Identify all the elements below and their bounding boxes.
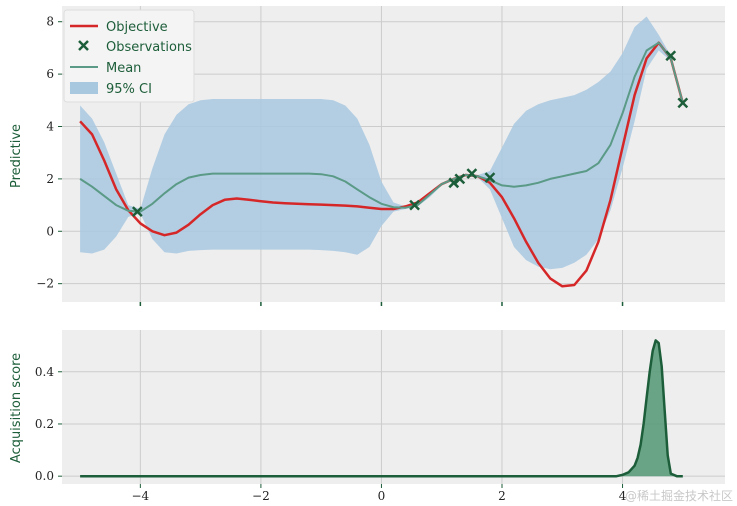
predictive-ytick-label-3: 6	[46, 67, 54, 81]
acquisition-ylabel: Acquisition score	[9, 353, 24, 463]
predictive-x-ticks	[139, 302, 624, 306]
predictive-ytick-label-2: 4	[46, 119, 54, 133]
acquisition-y-ticks: 0.0 0.2 0.4	[35, 365, 62, 483]
observation-point-3	[454, 173, 466, 185]
watermark: @稀土掘金技术社区	[625, 488, 733, 503]
acquisition-xtick-label-1: −2	[252, 489, 270, 503]
acquisition-xtick-label-3: 2	[498, 489, 506, 503]
observation-point-2	[448, 177, 460, 189]
acquisition-xtick-label-4: 4	[619, 489, 627, 503]
acquisition-ytick-label-2: 0.4	[35, 365, 54, 379]
predictive-ytick-label-1: 2	[46, 172, 54, 186]
acquisition-panel: 0.0 0.2 0.4 −4 −2 0 2 4 Acquisition score	[9, 330, 725, 503]
observations-layer	[131, 50, 689, 218]
acquisition-xtick-label-0: −4	[132, 489, 150, 503]
predictive-y-ticks: 0 2 4 6 8 −2	[36, 15, 62, 291]
acquisition-line	[80, 339, 683, 478]
acquisition-x-ticks: −4 −2 0 2 4	[132, 484, 627, 503]
legend-observations-swatch	[78, 40, 89, 51]
predictive-ytick-label-neg2: −2	[36, 277, 54, 291]
observation-point-4	[466, 168, 478, 180]
predictive-ylabel: Predictive	[9, 124, 24, 188]
acquisition-plot-background	[62, 330, 725, 484]
observation-point-1	[409, 199, 420, 211]
observation-point-5	[484, 172, 496, 183]
acquisition-xtick-label-2: 0	[378, 489, 386, 503]
acquisition-area-layer	[80, 339, 683, 478]
observation-point-6	[665, 50, 677, 62]
legend-observations-label: Observations	[106, 40, 192, 55]
line-layer	[79, 41, 685, 288]
predictive-ytick-label-4: 8	[46, 15, 54, 29]
legend-box	[63, 9, 195, 103]
acquisition-ytick-label-1: 0.2	[35, 417, 54, 431]
legend-mean-label: Mean	[106, 61, 141, 76]
legend-ci-label: 95% CI	[106, 82, 152, 97]
objective-line	[79, 41, 685, 288]
legend-objective-label: Objective	[106, 20, 168, 35]
legend-ci-swatch	[70, 82, 98, 94]
legend: Objective Observations Mean 95% CI	[63, 9, 195, 103]
observation-point-0	[131, 206, 143, 218]
acquisition-ytick-label-0: 0.0	[35, 469, 54, 483]
ci-band	[80, 16, 683, 270]
ci-band-layer	[80, 16, 683, 270]
predictive-panel: 0 2 4 6 8 −2 Predictive Objective Observation…	[9, 6, 725, 306]
mean-line	[79, 41, 684, 213]
predictive-ytick-label-0: 0	[46, 224, 54, 238]
observation-point-7	[677, 97, 689, 109]
